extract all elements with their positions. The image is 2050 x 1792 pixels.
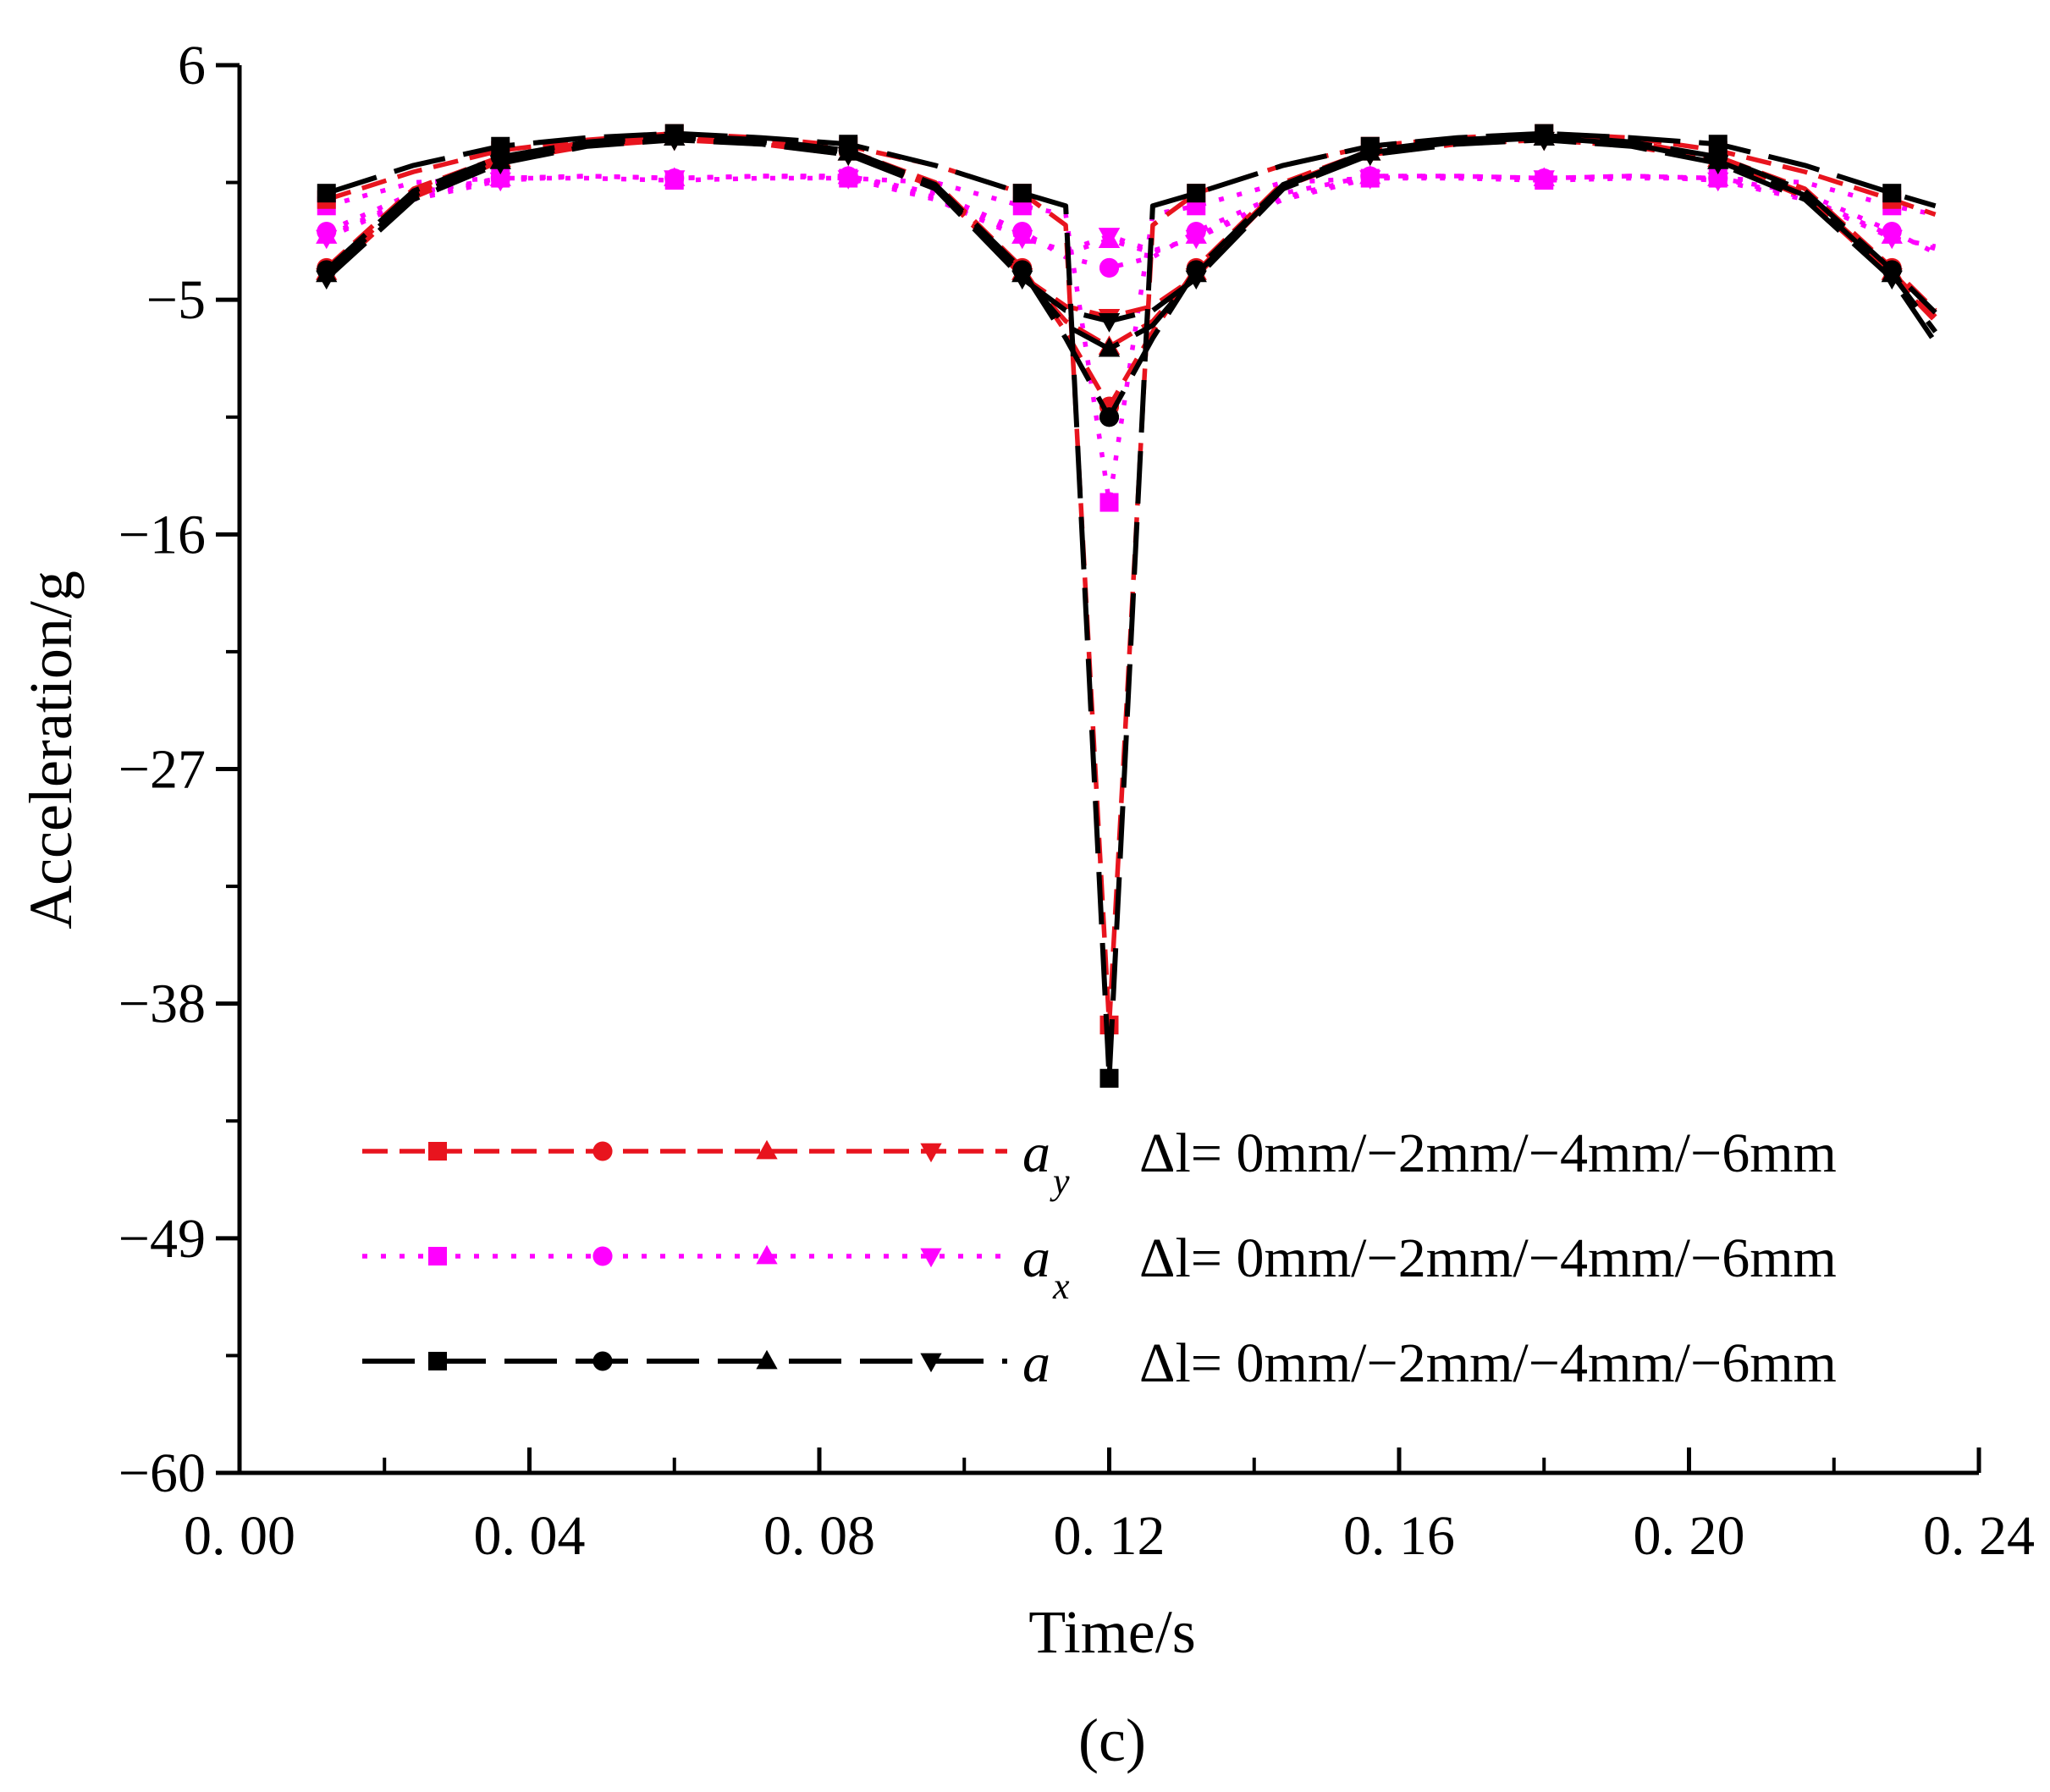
legend-entry-ay: a y Δl= 0mm/−2mm/−4mm/−6mm — [362, 1122, 1837, 1202]
data-point — [1011, 229, 1033, 250]
data-point — [1707, 172, 1729, 192]
x-tick-label: 0. 20 — [1634, 1505, 1745, 1567]
data-point — [1533, 131, 1555, 152]
data-point — [837, 146, 859, 167]
data-point — [1187, 184, 1206, 203]
data-point — [664, 131, 686, 152]
legend-marker — [592, 1141, 613, 1161]
data-point — [1185, 270, 1207, 290]
legend-subscript: x — [1052, 1265, 1070, 1307]
legend-symbol: a — [1022, 1332, 1050, 1394]
legend-label: Δl= 0mm/−2mm/−4mm/−6mm — [1139, 1332, 1837, 1394]
ticks-layer: 6 −5 −16 −27 −38 −49 −600. 00 0. 04 0. 08 0. 12 0.… — [118, 35, 2035, 1567]
panel-label: (c) — [1078, 1707, 1146, 1774]
x-tick-label: 0. 04 — [474, 1505, 586, 1567]
legend-entry-ax: a x Δl= 0mm/−2mm/−4mm/−6mm — [362, 1227, 1837, 1307]
y-tick-label: 6 — [178, 35, 206, 96]
legend-symbol: a — [1022, 1122, 1050, 1184]
legend-marker — [920, 1248, 942, 1268]
data-point — [317, 184, 336, 203]
legend-marker — [920, 1353, 942, 1373]
series-line — [324, 137, 1938, 345]
data-point — [316, 270, 338, 290]
data-point — [1881, 229, 1903, 250]
legend-marker — [592, 1246, 613, 1266]
data-point — [664, 170, 686, 190]
legend-marker — [756, 1244, 778, 1265]
data-point — [1098, 313, 1121, 333]
data-point — [1185, 229, 1207, 250]
data-point — [1098, 228, 1121, 247]
series-line — [324, 133, 1937, 420]
data-point — [1099, 1068, 1119, 1088]
y-tick-label: −27 — [118, 739, 206, 801]
data-point — [489, 172, 511, 192]
legend-marker — [756, 1139, 778, 1160]
data-point — [1881, 270, 1903, 290]
data-point — [1882, 184, 1902, 203]
legend-symbol: a — [1022, 1227, 1050, 1289]
legend-marker — [428, 1247, 447, 1265]
data-point — [1533, 170, 1555, 190]
x-tick-label: 0. 24 — [1923, 1505, 2035, 1567]
y-axis-title: Acceleration/g — [17, 571, 85, 929]
x-tick-label: 0. 16 — [1343, 1505, 1455, 1567]
x-tick-label: 0. 08 — [763, 1505, 875, 1567]
data-point — [1012, 184, 1032, 203]
series-layer — [316, 124, 1938, 1088]
data-point — [316, 229, 338, 250]
data-point — [1098, 337, 1121, 357]
legend-label: Δl= 0mm/−2mm/−4mm/−6mm — [1139, 1122, 1837, 1184]
data-point — [1011, 270, 1033, 290]
y-tick-label: −49 — [118, 1208, 206, 1270]
y-tick-label: −5 — [146, 269, 206, 331]
y-tick-label: −16 — [118, 504, 206, 565]
series-ax-triangle-down — [316, 170, 1937, 253]
series-line — [325, 130, 1937, 1081]
legend-marker — [920, 1143, 942, 1163]
data-point — [1359, 170, 1381, 190]
legend-entry-a: a Δl= 0mm/−2mm/−4mm/−6mm — [362, 1332, 1837, 1394]
legend-label: Δl= 0mm/−2mm/−4mm/−6mm — [1139, 1227, 1837, 1289]
data-point — [1707, 155, 1729, 175]
legend-marker — [428, 1142, 447, 1161]
data-point — [489, 155, 511, 175]
data-point — [1359, 146, 1381, 167]
data-point — [1099, 257, 1120, 278]
x-tick-label: 0. 12 — [1054, 1505, 1166, 1567]
series-a-triangle-down — [316, 131, 1938, 345]
data-point — [1099, 493, 1119, 512]
legend-marker — [428, 1352, 447, 1370]
y-tick-label: −38 — [118, 973, 206, 1035]
legend-subscript: y — [1050, 1161, 1070, 1202]
x-tick-label: 0. 00 — [184, 1505, 295, 1567]
legend-marker — [592, 1351, 613, 1371]
data-point — [1099, 407, 1120, 427]
y-tick-label: −60 — [118, 1442, 206, 1504]
data-point — [837, 170, 859, 190]
x-axis-title: Time/s — [1028, 1598, 1195, 1666]
legend-marker — [756, 1349, 778, 1370]
